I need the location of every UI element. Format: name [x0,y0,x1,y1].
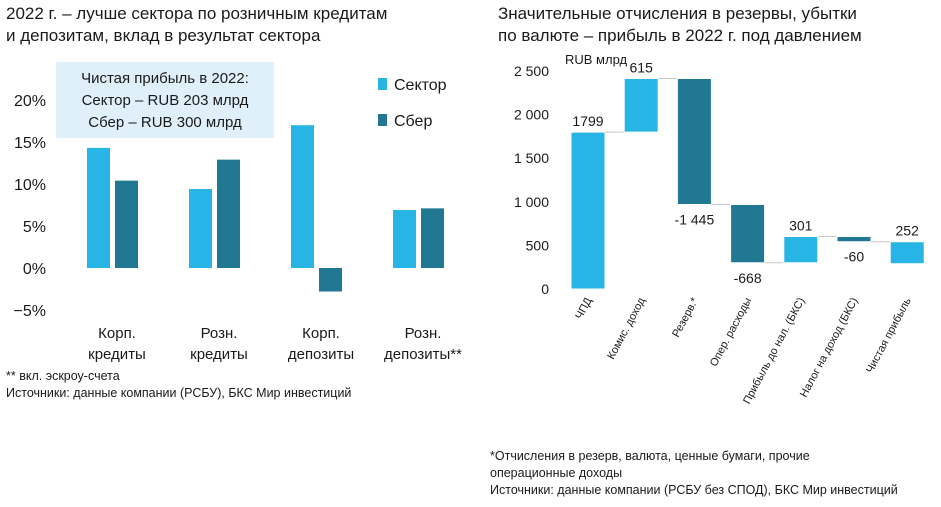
legend-swatch [378,114,387,126]
waterfall-bar [889,241,925,265]
data-label: -60 [844,249,864,265]
right-title-line-1: Значительные отчисления в резервы, убытк… [498,4,857,23]
x-category-label: Розн. [201,325,238,342]
bar-sector [189,189,212,268]
data-label: 615 [630,59,654,75]
y-tick-label: 500 [526,237,550,253]
waterfall-bar [676,77,712,206]
data-label: -668 [734,270,762,286]
infobox-line-2: Сектор – RUB 203 млрд [81,92,249,109]
infobox-line-3: Сбер – RUB 300 млрд [88,114,242,131]
x-category-label: Корп. [302,325,340,342]
left-title-line-1: 2022 г. – лучше сектора по розничным кре… [6,4,388,23]
data-label: 301 [789,218,813,234]
x-category-label: ЧПД [573,295,595,321]
bar-sber [217,159,240,268]
bar-sber [319,268,342,292]
x-category-label: Чистая прибыль [864,296,914,376]
bar-sber [115,180,138,268]
left-chart-title: 2022 г. – лучше сектора по розничным кре… [6,3,476,47]
bar-sber [421,208,444,268]
x-category-label: депозиты [288,346,354,363]
y-tick-label: 2 000 [514,107,549,123]
right-chart-notes: *Отчисления в резерв, валюта, ценные бум… [490,448,938,499]
data-label: 252 [896,223,920,239]
y-tick-label: 0% [23,261,46,278]
y-tick-label: 5% [23,219,46,236]
x-category-label: Налог на доход (БКС) [798,296,861,400]
waterfall-bar [836,236,872,243]
left-bar-chart: 20% 15% 10% 5% 0% −5% Корп. кредиты Розн. кредиты… [14,77,463,363]
data-label: -1 445 [675,212,715,228]
x-category-label: Корп. [98,325,136,342]
y-tick-label: 10% [14,177,46,194]
x-category-label: Прибыль до нал. (БКС) [741,296,807,406]
x-category-label: кредиты [88,346,146,363]
right-chart-title: Значительные отчисления в резервы, убытк… [498,3,938,47]
y-tick-label: 2 500 [514,63,549,79]
left-title-line-2: и депозитам, вклад в результат сектора [6,26,321,45]
net-profit-infobox: Чистая прибыль в 2022: Сектор – RUB 203 … [56,62,274,138]
waterfall-bar [783,236,819,264]
bar-sector [393,210,416,268]
left-chart-notes: ** вкл. эскроу-счета Источники: данные к… [6,368,351,402]
left-note-escrow: ** вкл. эскроу-счета [6,369,120,383]
x-category-label: Комис. доход [605,295,648,361]
legend-swatch [378,78,387,90]
y-tick-label: 15% [14,135,46,152]
waterfall-bar [730,204,766,264]
right-note-sources: Источники: данные компании (РСБУ без СПО… [490,483,898,497]
right-note-line-1: *Отчисления в резерв, валюта, ценные бум… [490,449,810,463]
y-tick-label: 0 [541,281,549,297]
y-tick-label: 1 000 [514,194,549,210]
x-category-label: кредиты [190,346,248,363]
bar-sector [87,147,110,268]
bar-sector [291,125,314,268]
legend-label: Сектор [394,77,447,94]
x-category-label: Резерв.* [670,295,701,339]
waterfall-bar [623,77,659,133]
x-category-label: Опер. расходы [708,296,754,369]
data-label: 1799 [572,113,603,129]
legend-label: Сбер [394,113,432,130]
right-note-line-2: операционные доходы [490,466,623,480]
left-note-sources: Источники: данные компании (РСБУ), БКС М… [6,386,352,400]
y-tick-label: 1 500 [514,150,549,166]
y-tick-label: 20% [14,93,46,110]
unit-label: RUB млрд [565,52,628,67]
infobox-line-1: Чистая прибыль в 2022: [81,70,249,87]
right-title-line-2: по валюте – прибыль в 2022 г. под давлен… [498,26,862,45]
right-waterfall-chart: RUB млрд 2 500 2 000 1 500 1 000 500 0 1799 ЧПД 6… [514,52,925,406]
y-tick-label: −5% [14,303,46,320]
waterfall-bar [570,131,606,290]
x-category-label: депозиты** [384,346,462,363]
x-category-label: Розн. [405,325,442,342]
